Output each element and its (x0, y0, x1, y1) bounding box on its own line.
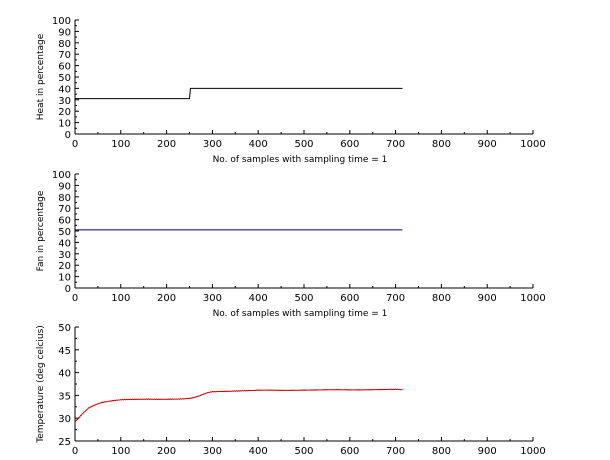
y-tick-label: 40 (58, 369, 71, 380)
x-tick-label: 800 (432, 446, 451, 457)
y-axis-label: Heat in percentage (36, 33, 46, 120)
x-tick-label: 600 (340, 293, 359, 304)
x-tick-label: 500 (294, 293, 313, 304)
x-tick-label: 100 (111, 446, 130, 457)
series-line (74, 388, 403, 423)
y-tick-label: 20 (58, 261, 71, 272)
x-tick-label: 1000 (520, 139, 545, 150)
x-tick-label: 1000 (520, 446, 545, 457)
y-axis-label: Temperature (deg celcius) (36, 325, 46, 444)
y-tick-label: 50 (58, 323, 71, 334)
y-tick-label: 80 (58, 39, 71, 50)
y-tick-label: 30 (58, 250, 71, 261)
y-tick-label: 10 (58, 119, 71, 130)
y-tick-label: 30 (58, 414, 71, 425)
y-tick-label: 60 (58, 62, 71, 73)
y-tick-label: 80 (58, 193, 71, 204)
x-tick-label: 900 (478, 139, 497, 150)
y-tick-label: 60 (58, 216, 71, 227)
x-axis-label: No. of samples with sampling time = 1 (213, 155, 388, 165)
y-tick-label: 30 (58, 96, 71, 107)
x-tick-label: 700 (386, 139, 405, 150)
y-tick-label: 25 (58, 437, 71, 448)
y-tick-label: 10 (58, 273, 71, 284)
x-tick-label: 100 (111, 139, 130, 150)
x-tick-label: 800 (432, 139, 451, 150)
y-tick-label: 90 (58, 27, 71, 38)
y-tick-label: 40 (58, 238, 71, 249)
y-tick-label: 35 (58, 391, 71, 402)
x-tick-label: 300 (203, 139, 222, 150)
x-tick-label: 1000 (520, 293, 545, 304)
x-axis-label: No. of samples with sampling time = 1 (213, 309, 388, 319)
x-tick-label: 300 (203, 293, 222, 304)
y-tick-label: 0 (65, 130, 71, 141)
y-tick-label: 90 (58, 181, 71, 192)
x-tick-label: 600 (340, 139, 359, 150)
x-tick-label: 500 (294, 446, 313, 457)
x-tick-label: 300 (203, 446, 222, 457)
x-tick-label: 200 (157, 139, 176, 150)
x-tick-label: 700 (386, 446, 405, 457)
x-tick-label: 100 (111, 293, 130, 304)
x-tick-label: 200 (157, 446, 176, 457)
y-tick-label: 70 (58, 50, 71, 61)
x-tick-label: 600 (340, 446, 359, 457)
y-tick-label: 40 (58, 84, 71, 95)
x-tick-label: 900 (478, 446, 497, 457)
x-tick-label: 400 (249, 446, 268, 457)
x-tick-label: 0 (72, 293, 78, 304)
x-tick-label: 0 (72, 446, 78, 457)
x-tick-label: 400 (249, 139, 268, 150)
series-line (75, 87, 403, 100)
x-tick-label: 400 (249, 293, 268, 304)
y-tick-label: 100 (52, 16, 71, 27)
y-tick-label: 0 (65, 284, 71, 295)
fan-chart: 0 100 200 300 400 500 600 700 800 900 1000 01020304… (36, 170, 546, 319)
x-tick-label: 0 (72, 139, 78, 150)
x-tick-label: 700 (386, 293, 405, 304)
x-tick-label: 900 (478, 293, 497, 304)
heat-chart: 0 100 200 300 400 500 600 700 800 900 1000 01020304… (36, 16, 546, 165)
y-tick-label: 45 (58, 346, 71, 357)
x-tick-label: 500 (294, 139, 313, 150)
y-axis-label: Fan in percentage (36, 190, 46, 271)
y-tick-label: 70 (58, 204, 71, 215)
x-tick-label: 800 (432, 293, 451, 304)
y-tick-label: 20 (58, 107, 71, 118)
y-tick-label: 100 (52, 170, 71, 181)
x-tick-label: 200 (157, 293, 176, 304)
temperature-chart: 0 100 200 300 400 500 600 700 800 900 1000 25 30 35 40… (36, 323, 546, 457)
y-tick-label: 50 (58, 227, 71, 238)
y-tick-label: 50 (58, 73, 71, 84)
